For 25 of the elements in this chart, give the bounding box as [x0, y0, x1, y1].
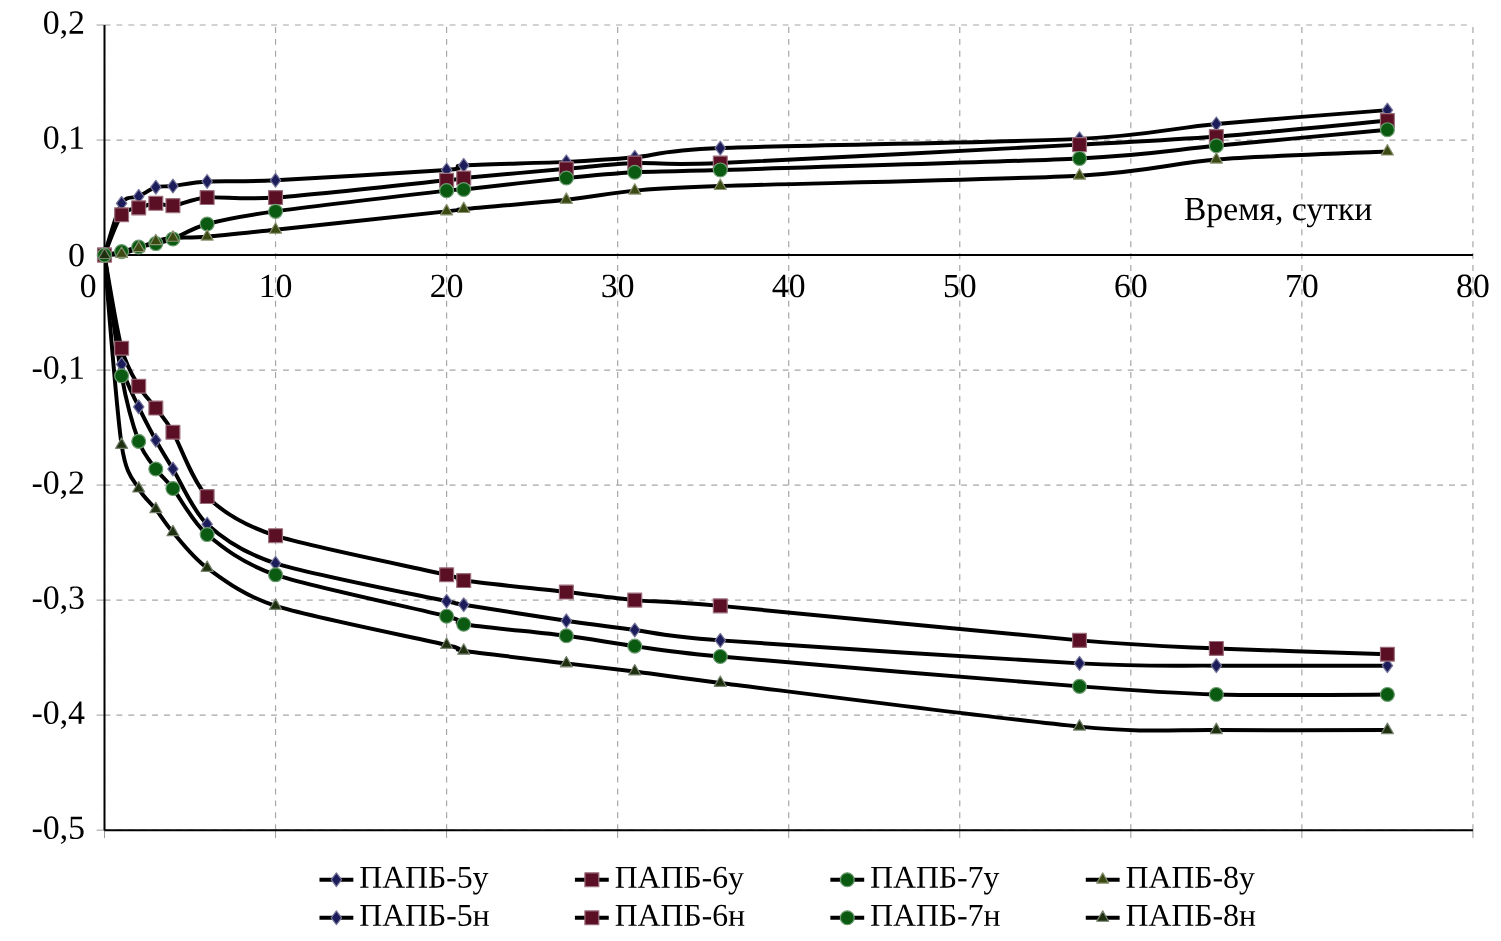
- y-tick-label: 0,1: [44, 126, 83, 155]
- y-tick-label: -0,2: [32, 471, 84, 500]
- x-tick-label: 80: [1457, 274, 1489, 298]
- y-tick-label: -0,3: [32, 586, 84, 615]
- legend-label: ПАПБ-7у: [871, 866, 1000, 895]
- x-tick-label: 30: [602, 274, 634, 298]
- y-tick-label: -0,4: [32, 701, 85, 730]
- x-tick-label: 70: [1287, 274, 1318, 298]
- legend-label: ПАПБ-7н: [871, 904, 1000, 926]
- legend-label: ПАПБ-6у: [615, 866, 744, 895]
- y-tick-label: 0,2: [44, 11, 84, 40]
- y-tick-label: -0,5: [32, 816, 84, 845]
- legend-label: ПАПБ-8н: [1126, 904, 1256, 927]
- x-tick-label: 10: [261, 274, 292, 298]
- x-tick-label: 50: [944, 274, 976, 298]
- x-tick-label: 20: [431, 274, 463, 298]
- legend-label: ПАПБ-5н: [360, 904, 489, 927]
- legend-label: ПАПБ-5у: [360, 866, 489, 895]
- x-axis-title: Время, сутки: [1184, 198, 1372, 228]
- x-tick-label: 60: [1115, 274, 1147, 298]
- x-tick-label: 40: [772, 274, 805, 298]
- y-tick-label: 0: [69, 243, 84, 267]
- legend-label: ПАПБ-6н: [615, 904, 745, 927]
- legend-label: ПАПБ-8у: [1126, 866, 1255, 895]
- y-tick-label: -0,1: [32, 356, 83, 385]
